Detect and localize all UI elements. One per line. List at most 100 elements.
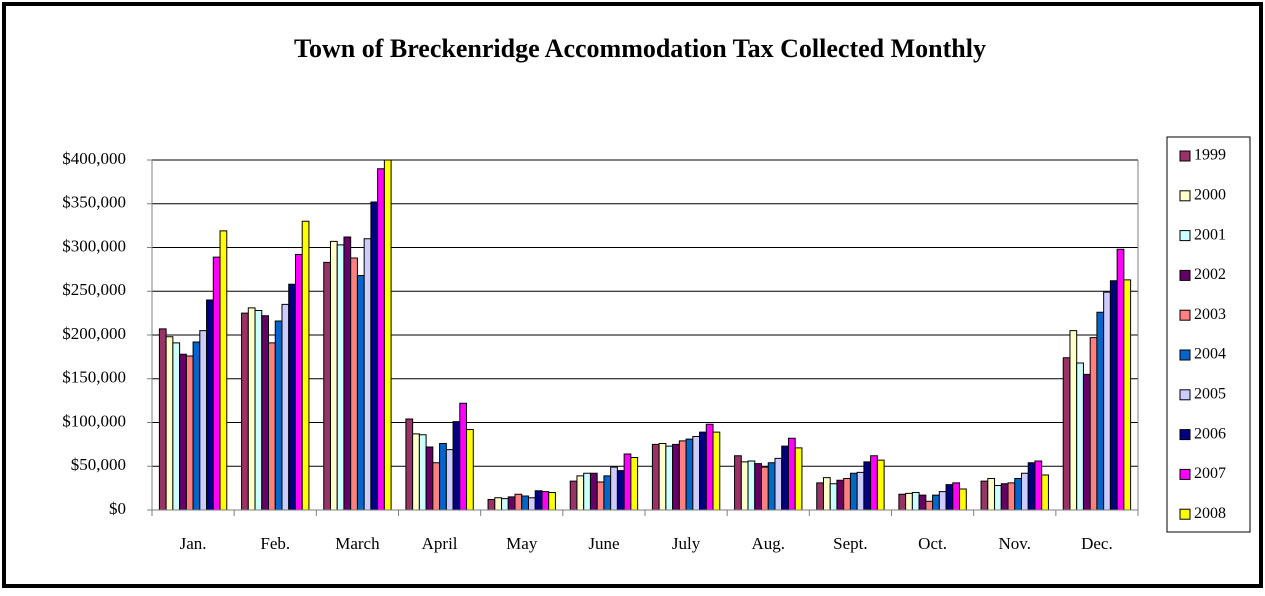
bar	[658, 443, 667, 511]
legend-swatch	[1179, 150, 1191, 162]
bar	[185, 355, 194, 511]
bar	[377, 168, 385, 511]
bar	[356, 275, 365, 511]
bar	[616, 470, 625, 511]
bar	[405, 418, 414, 511]
bar	[994, 485, 1002, 511]
bar	[1020, 472, 1029, 511]
legend-swatch	[1179, 389, 1191, 401]
bar	[610, 466, 618, 511]
bar	[685, 438, 694, 511]
bar	[938, 491, 947, 511]
bar	[432, 462, 441, 511]
bar	[219, 230, 228, 511]
legend-label: 2005	[1194, 385, 1226, 402]
legend-label: 1999	[1194, 147, 1226, 164]
bar	[1027, 462, 1036, 511]
bar	[794, 447, 803, 511]
bar	[172, 342, 181, 511]
legend-swatch	[1179, 190, 1191, 202]
bar	[678, 440, 687, 511]
bar	[980, 480, 989, 511]
bar	[1116, 248, 1125, 511]
bar	[699, 431, 707, 511]
bar	[459, 402, 468, 511]
bar	[288, 283, 296, 511]
legend-swatch	[1179, 230, 1191, 242]
x-tick-label: April	[422, 534, 458, 553]
bar	[439, 443, 447, 511]
bar	[959, 488, 967, 511]
bar	[863, 461, 872, 511]
legend-label: 2007	[1194, 465, 1226, 482]
bar	[905, 492, 913, 511]
bar	[261, 315, 270, 511]
bar	[1007, 482, 1016, 511]
chart-title: Town of Breckenridge Accommodation Tax C…	[294, 34, 986, 63]
bar	[418, 434, 427, 511]
legend-box	[1166, 136, 1251, 533]
bar	[734, 455, 742, 511]
bar	[987, 478, 996, 511]
bar	[534, 490, 543, 511]
y-tick-label: $50,000	[71, 455, 126, 474]
legend-swatch	[1179, 429, 1191, 441]
bar	[754, 463, 763, 511]
x-tick-label: March	[335, 534, 380, 553]
bar	[158, 328, 167, 511]
bar	[583, 472, 591, 511]
bar	[192, 341, 201, 511]
bar	[651, 443, 660, 511]
bar	[363, 238, 372, 511]
bar	[918, 494, 927, 511]
x-tick-label: Feb.	[260, 534, 290, 553]
bar	[781, 445, 789, 511]
bar	[952, 482, 961, 511]
bar	[576, 475, 585, 511]
bar	[212, 256, 221, 511]
bar	[1103, 291, 1111, 511]
bar	[323, 261, 331, 511]
bar	[898, 493, 907, 511]
bar	[1069, 330, 1078, 511]
bar	[206, 299, 214, 511]
bar	[1109, 280, 1118, 511]
y-tick-label: $350,000	[62, 193, 126, 212]
legend-label: 2008	[1194, 505, 1226, 522]
bar	[603, 475, 612, 511]
bar	[179, 353, 187, 511]
bar	[1034, 460, 1043, 511]
bar	[329, 240, 338, 511]
x-tick-label: Oct.	[918, 534, 947, 553]
bar	[623, 453, 632, 511]
bar	[945, 484, 954, 511]
bar	[589, 472, 598, 511]
bar	[1089, 337, 1098, 511]
bar	[740, 461, 749, 511]
x-tick-label: July	[672, 534, 701, 553]
bar	[241, 312, 249, 511]
bar	[514, 493, 523, 511]
y-tick-label: $150,000	[62, 368, 126, 387]
legend-swatch	[1179, 269, 1191, 281]
bar	[665, 445, 674, 511]
bar	[1000, 483, 1009, 511]
bar	[822, 477, 831, 511]
bar	[1041, 474, 1049, 511]
bar	[1082, 373, 1091, 511]
legend-swatch	[1179, 309, 1191, 321]
bar	[301, 220, 310, 511]
bar	[1096, 311, 1105, 511]
bar	[383, 159, 392, 511]
bar	[254, 310, 263, 511]
bar	[425, 446, 434, 511]
bar	[466, 429, 474, 511]
bar	[816, 482, 824, 511]
bar	[294, 254, 303, 511]
bar	[925, 500, 934, 511]
bar	[596, 481, 605, 511]
x-tick-label: May	[506, 534, 538, 553]
bar	[1014, 478, 1022, 511]
bar	[843, 478, 851, 511]
y-tick-label: $300,000	[62, 236, 126, 255]
